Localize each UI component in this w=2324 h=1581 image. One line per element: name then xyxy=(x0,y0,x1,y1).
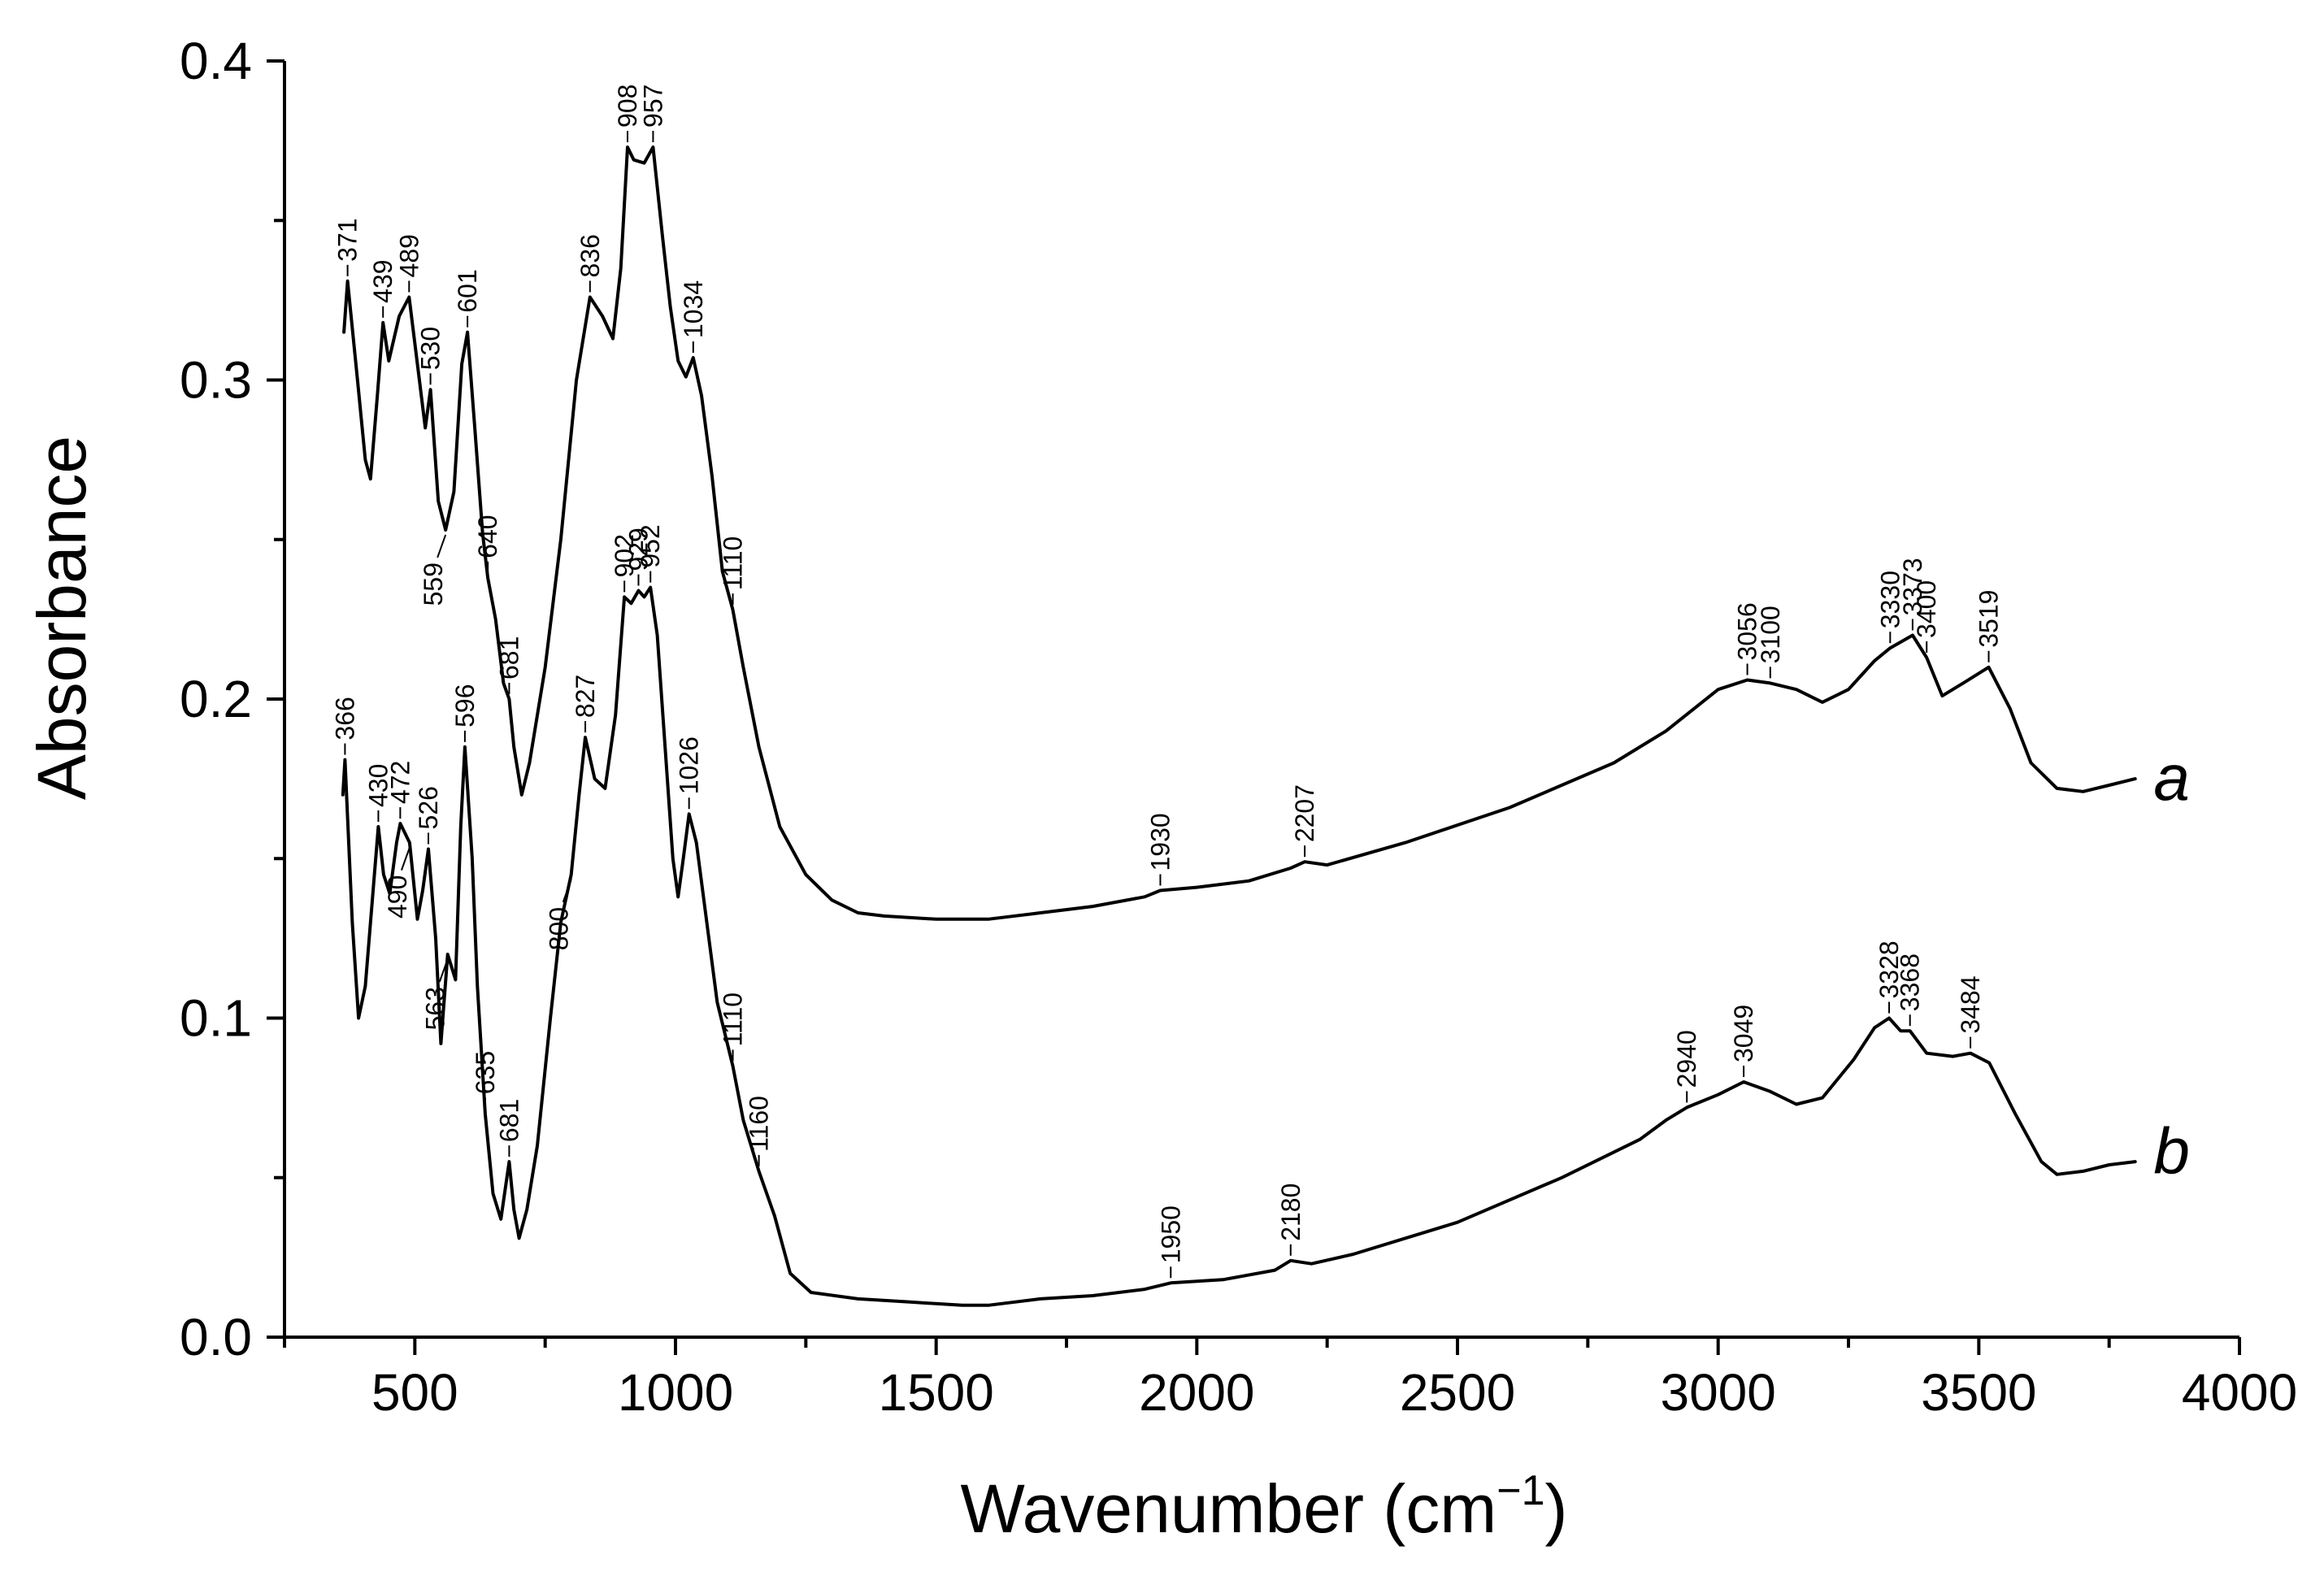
peak-label: 1160 xyxy=(745,1096,774,1152)
peak-label: 1930 xyxy=(1145,813,1175,871)
peak-leader xyxy=(438,958,449,983)
peak-label: 1950 xyxy=(1156,1205,1185,1263)
peak-label: 530 xyxy=(416,327,445,370)
peak-label: 490 xyxy=(383,875,412,919)
peak-label: 3368 xyxy=(1896,953,1925,1011)
peak-label: 3373 xyxy=(1898,558,1927,615)
peak-label: 439 xyxy=(368,259,397,302)
peak-label: 681 xyxy=(494,1099,523,1142)
peak-label: 2207 xyxy=(1290,784,1319,842)
peak-label: 3100 xyxy=(1756,606,1785,663)
peak-label: 2940 xyxy=(1672,1030,1701,1088)
peak-label: 596 xyxy=(450,684,480,727)
peak-label: 489 xyxy=(394,234,424,277)
x-tick-label: 2000 xyxy=(1139,1363,1254,1422)
peak-label: 430 xyxy=(363,764,393,807)
y-tick-label: 0.2 xyxy=(180,670,252,728)
peak-label: 3328 xyxy=(1874,940,1904,998)
peak-label: 601 xyxy=(453,269,482,312)
series-line-b xyxy=(341,585,2137,1307)
peak-label: 472 xyxy=(385,761,415,804)
x-tick-label: 500 xyxy=(371,1363,458,1422)
x-axis-label-superscript: −1 xyxy=(1496,1467,1544,1514)
peak-label: 827 xyxy=(571,675,600,718)
x-axis-label: Wavenumber (cm−1) xyxy=(961,1467,1568,1547)
x-tick-label: 1000 xyxy=(618,1363,733,1422)
peak-label: 526 xyxy=(414,786,443,829)
y-tick-label: 0.1 xyxy=(180,989,252,1048)
series-group xyxy=(341,146,2137,1307)
x-tick-label: 1500 xyxy=(878,1363,993,1422)
peak-label: 1026 xyxy=(675,736,704,794)
peak-label: 3484 xyxy=(1956,975,1985,1033)
y-tick-label: 0.4 xyxy=(180,32,252,90)
x-ticks: 500 1000 1500 2000 2500 3000 3500 4000 xyxy=(283,1337,2297,1422)
series-name-label: a xyxy=(2153,741,2190,814)
peak-label: 908 xyxy=(613,85,642,128)
peak-label: 1110 xyxy=(719,992,748,1046)
peak-leader xyxy=(400,847,411,871)
peak-label: 559 xyxy=(419,562,448,606)
peak-label: 681 xyxy=(494,636,523,680)
peak-label: 563 xyxy=(421,987,450,1030)
series-name-label: b xyxy=(2153,1114,2190,1187)
y-axis-label: Absorbance xyxy=(24,436,100,800)
peak-label: 3519 xyxy=(1974,590,2004,648)
peak-label: 800 xyxy=(545,907,574,950)
x-tick-label: 2500 xyxy=(1400,1363,1515,1422)
peak-leader xyxy=(437,534,447,558)
peak-label: 2180 xyxy=(1276,1184,1305,1241)
x-axis-label-main: Wavenumber (cm xyxy=(961,1470,1497,1547)
series-line-a xyxy=(342,146,2137,921)
peak-label: 1034 xyxy=(679,280,708,338)
peak-label: 3330 xyxy=(1875,571,1905,628)
y-ticks: 0.0 0.1 0.2 0.3 0.4 xyxy=(180,32,285,1366)
peak-label: 929 xyxy=(623,528,653,571)
peak-label: 952 xyxy=(636,524,665,567)
y-tick-label: 0.3 xyxy=(180,351,252,410)
x-tick-label: 4000 xyxy=(2182,1363,2297,1422)
peak-label: 3049 xyxy=(1729,1005,1758,1062)
peak-label: 1110 xyxy=(719,536,748,590)
x-axis-label-close: ) xyxy=(1545,1470,1568,1547)
series-labels: ab xyxy=(2153,741,2190,1187)
peak-label: 366 xyxy=(330,697,359,740)
x-tick-label: 3500 xyxy=(1921,1363,2036,1422)
peak-label: 957 xyxy=(638,85,667,128)
peak-leader xyxy=(562,879,572,903)
peak-label: 3400 xyxy=(1912,580,1941,638)
peak-label: 371 xyxy=(333,218,363,261)
peak-label: 902 xyxy=(610,534,639,577)
x-tick-label: 3000 xyxy=(1660,1363,1775,1422)
peak-label: 635 xyxy=(471,1051,500,1094)
peak-label: 836 xyxy=(576,234,605,277)
peak-label: 3056 xyxy=(1733,602,1762,660)
y-tick-label: 0.0 xyxy=(180,1308,252,1366)
peak-label: 640 xyxy=(473,515,502,558)
